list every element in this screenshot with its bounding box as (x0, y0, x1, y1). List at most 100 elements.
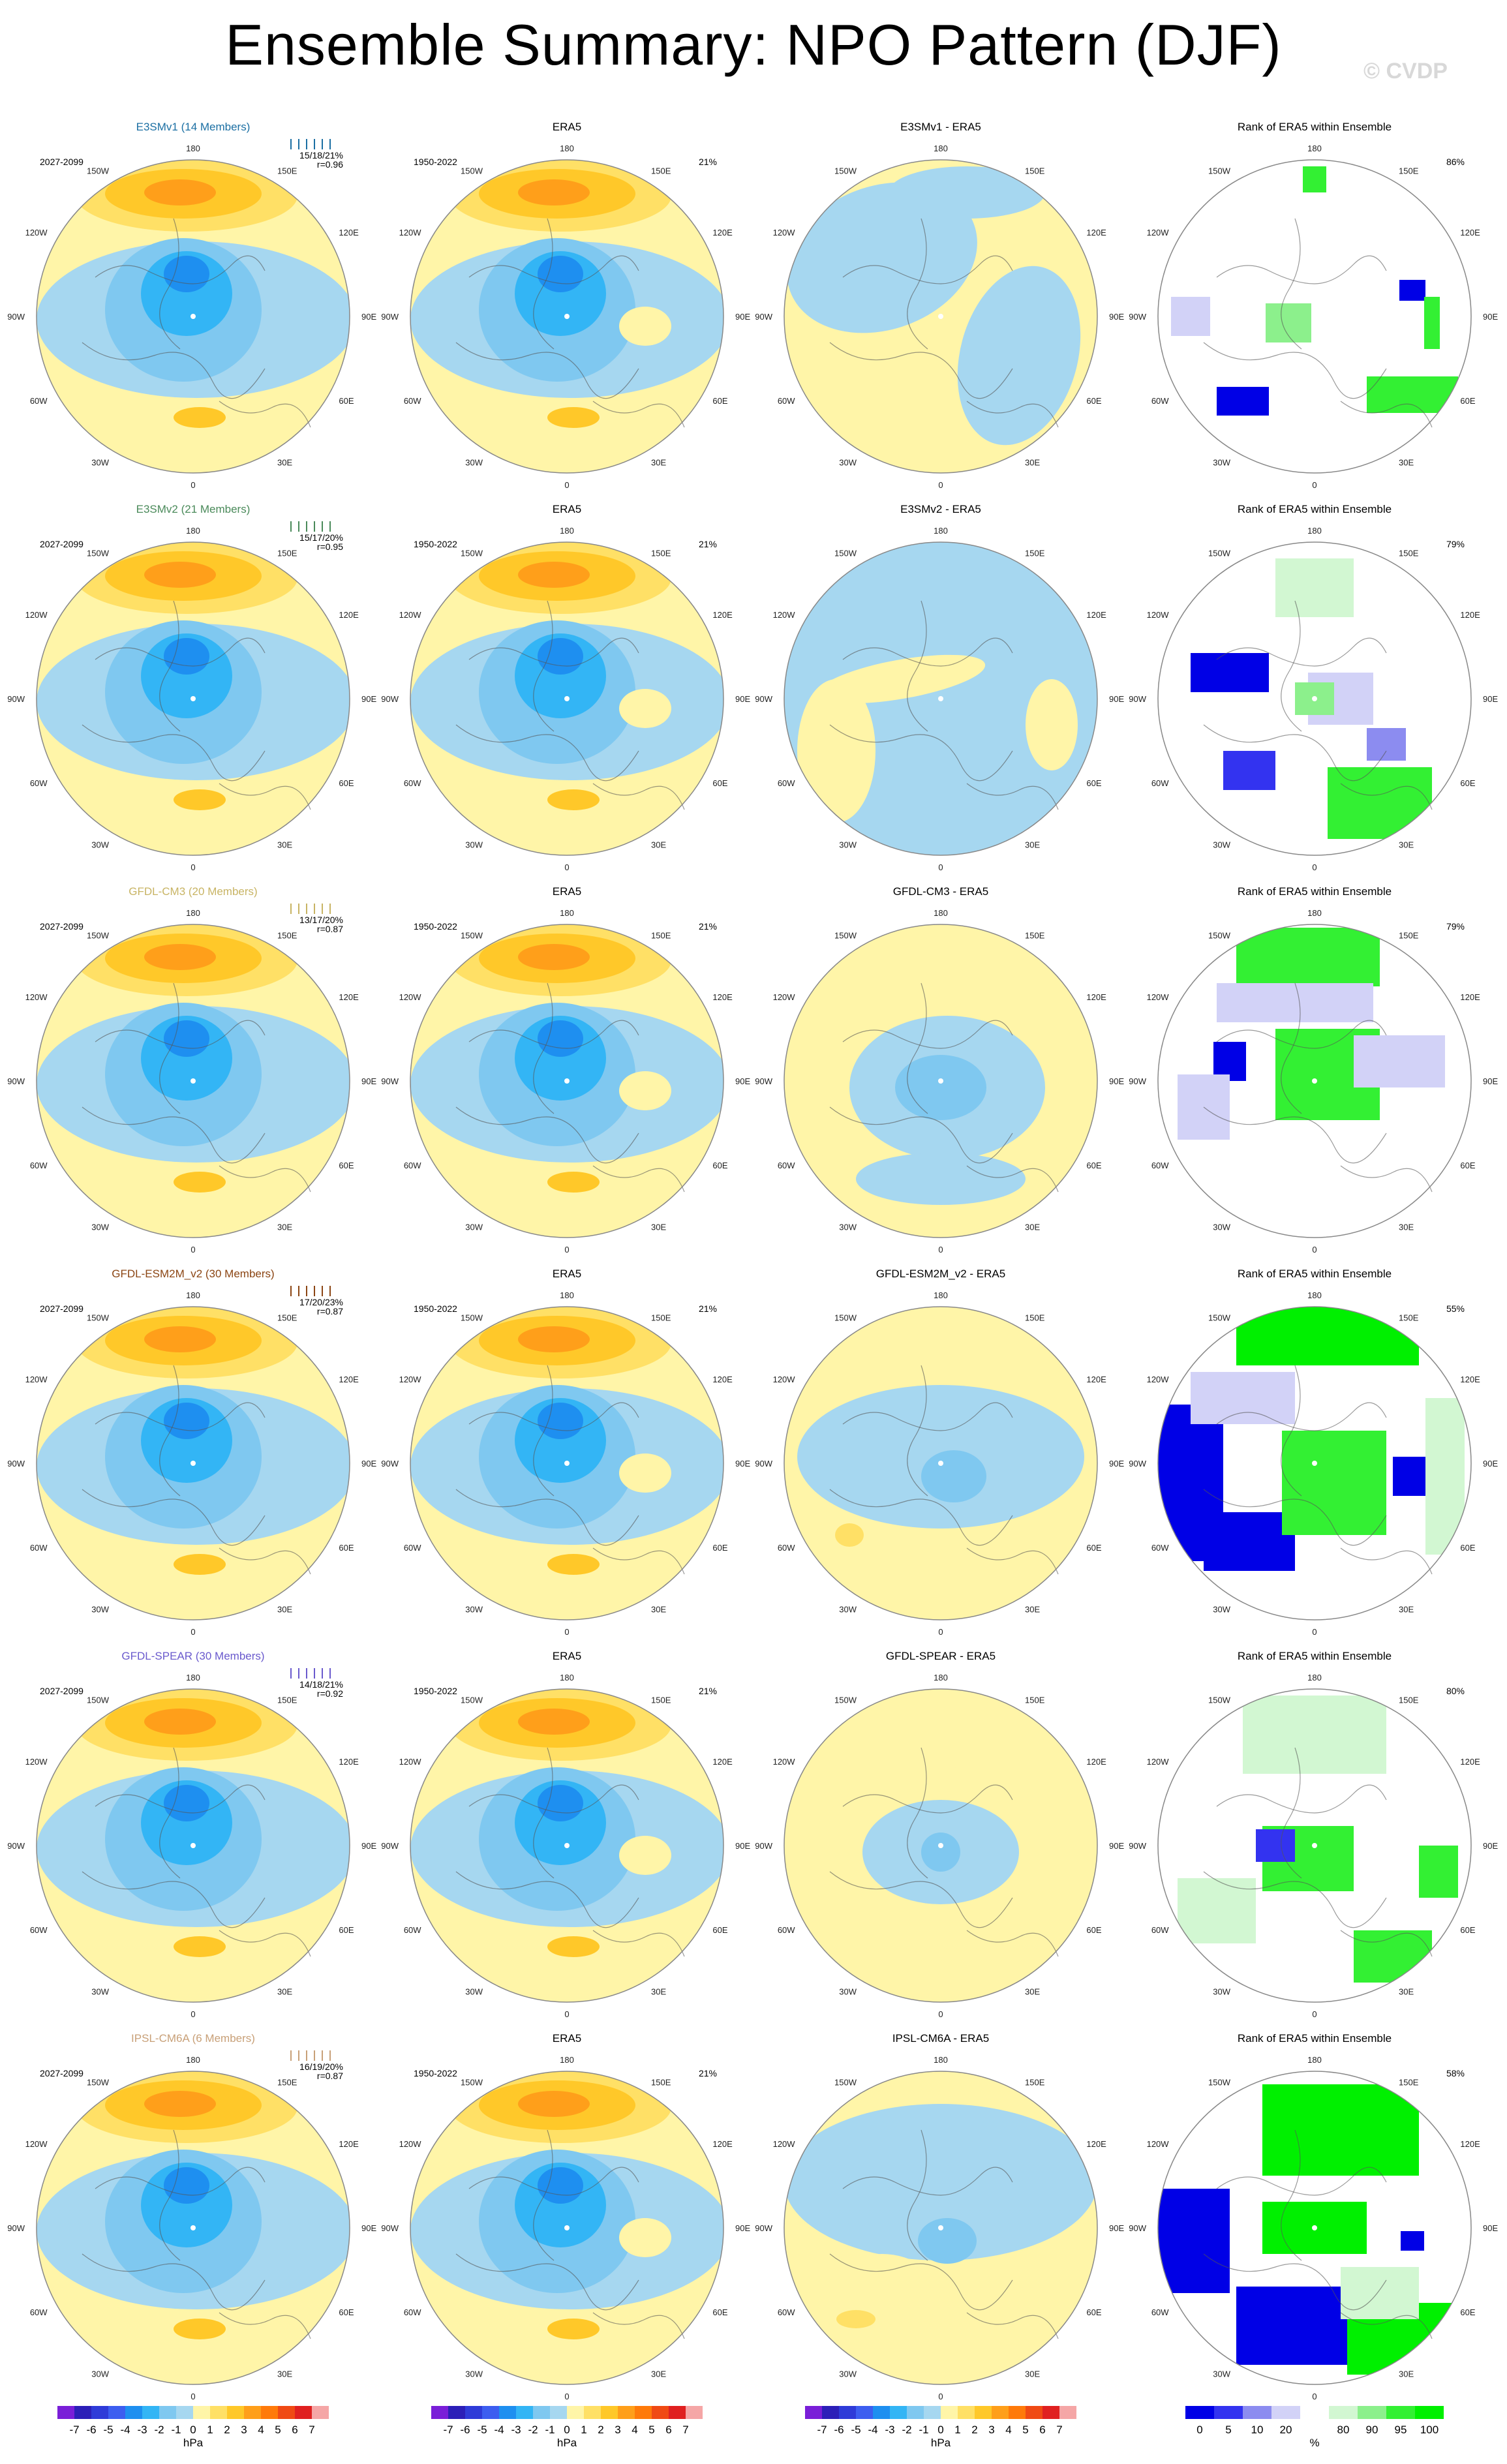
panel-title-rank: Rank of ERA5 within Ensemble (1238, 1650, 1392, 1662)
coastline (95, 1020, 266, 1049)
coastline (907, 2129, 928, 2261)
rank-percent: 55% (1446, 1303, 1465, 1314)
longitude-label: 90W (1129, 1076, 1146, 1086)
longitude-label: 120W (1147, 1757, 1170, 1767)
map-panel: 180 150E 120E 90E 60E 30E 0 30W 60W 90W 120W 150W (755, 2055, 1124, 2401)
negative-anomaly (538, 638, 583, 675)
longitude-label: 30E (1025, 1222, 1040, 1232)
pattern-correlation: r=0.87 (317, 1306, 343, 1316)
longitude-label: 60E (1460, 778, 1475, 788)
map-panel: 180 150E 120E 90E 60E 30E 0 30W 60W 90W 120W 150W (381, 1673, 750, 2019)
rank-cell (1191, 653, 1269, 692)
negative-anomaly (918, 2218, 977, 2264)
longitude-label: 0 (1312, 1245, 1317, 1255)
longitude-label: 0 (938, 862, 943, 872)
map-panel: 180 150E 120E 90E 60E 30E 0 30W 60W 90W 120W 150W (7, 1290, 376, 1637)
longitude-label: 60E (712, 1543, 727, 1553)
longitude-label: 0 (1312, 1627, 1317, 1637)
map-border (784, 159, 1098, 474)
colorbar-tick: 5 (275, 2424, 281, 2436)
colorbar-swatch (924, 2406, 941, 2419)
negative-anomaly (141, 1780, 232, 1865)
coastline (1216, 2167, 1387, 2196)
colorbar-unit: hPa (557, 2437, 577, 2449)
colorbar-swatch (550, 2406, 567, 2419)
period-label: 1950-2022 (414, 1303, 457, 1314)
panel-title-model: IPSL-CM6A (6 Members) (131, 2032, 255, 2045)
colorbar-tick: -4 (120, 2424, 130, 2436)
longitude-label: 30W (1213, 1222, 1230, 1232)
positive-anomaly (144, 1326, 216, 1352)
colorbar-swatch (1185, 2406, 1214, 2419)
coastline (82, 724, 266, 782)
map-border (36, 2071, 350, 2385)
rank-cell (1178, 1878, 1256, 1943)
longitude-label: 30E (1025, 2369, 1040, 2379)
positive-anomaly (619, 1836, 671, 1875)
longitude-label: 150E (1399, 2078, 1419, 2088)
colorbar-tick: -6 (834, 2424, 844, 2436)
panel-title-era5: ERA5 (553, 503, 581, 515)
map-panel: 180 150E 120E 90E 60E 30E 0 30W 60W 90W 120W 150W (381, 2055, 750, 2401)
longitude-label: 180 (186, 1290, 200, 1300)
longitude-label: 60W (1151, 1925, 1169, 1935)
longitude-label: 180 (934, 908, 948, 918)
longitude-label: 180 (1307, 526, 1322, 536)
coastline (455, 1489, 639, 1546)
negative-anomaly (164, 256, 209, 292)
longitude-label: 30E (1399, 1222, 1414, 1232)
panel-title-model: GFDL-CM3 (20 Members) (129, 885, 257, 898)
colorbar-tick: 100 (1420, 2424, 1438, 2436)
longitude-label: 150E (1399, 1696, 1419, 1705)
map-panel: 180 150E 120E 90E 60E 30E 0 30W 60W 90W 120W 150W (381, 144, 750, 490)
rank-cell (1424, 297, 1440, 349)
longitude-label: 120E (712, 1757, 733, 1767)
map-border (410, 2071, 724, 2385)
map-field (37, 1307, 350, 1575)
panel-title-era5: ERA5 (553, 1268, 581, 1280)
positive-anomaly (518, 562, 590, 588)
longitude-label: 30W (91, 1222, 109, 1232)
panel-title-difference: GFDL-CM3 - ERA5 (893, 885, 988, 898)
positive-anomaly (174, 2319, 226, 2339)
coastline (1281, 600, 1302, 732)
coastline (842, 2167, 1013, 2196)
pattern-correlation: r=0.87 (317, 2071, 343, 2081)
longitude-label: 90E (1109, 1459, 1124, 1468)
longitude-label: 60E (339, 1161, 354, 1170)
map-field (797, 1003, 1084, 1205)
coastline (829, 1106, 1013, 1164)
variance-stats: 21% (699, 539, 717, 549)
coastline (592, 1165, 685, 1193)
coastline (907, 982, 928, 1114)
map-field (410, 160, 723, 428)
longitude-label: 30W (465, 2369, 483, 2379)
coastline (1203, 1871, 1387, 1928)
longitude-label: 30W (91, 840, 109, 849)
panel-title-rank: Rank of ERA5 within Ensemble (1238, 121, 1392, 133)
north-pole-marker (190, 2225, 196, 2230)
longitude-label: 180 (1307, 1290, 1322, 1300)
longitude-label: 30E (651, 1986, 666, 1996)
panel-title-era5: ERA5 (553, 885, 581, 898)
longitude-label: 30W (1213, 840, 1230, 849)
longitude-label: 120W (399, 610, 422, 620)
coastline (468, 2167, 639, 2196)
positive-anomaly (518, 1326, 590, 1352)
map-border (410, 1306, 724, 1620)
colorbar-tick: 3 (241, 2424, 247, 2436)
longitude-label: 150E (651, 549, 671, 558)
positive-anomaly (144, 562, 216, 588)
panel-title-difference: E3SMv2 - ERA5 (900, 503, 981, 515)
longitude-label: 90E (361, 694, 376, 704)
panel-title-rank: Rank of ERA5 within Ensemble (1238, 2032, 1392, 2045)
longitude-label: 30E (651, 840, 666, 849)
colorbar-tick: 3 (988, 2424, 994, 2436)
coastline (219, 1547, 311, 1575)
map-panel: 180 150E 120E 90E 60E 30E 0 30W 60W 90W 120W 150W (7, 1673, 376, 2019)
coastline (1216, 1784, 1387, 1814)
longitude-label: 30E (1399, 2369, 1414, 2379)
rank-cell (1367, 728, 1406, 761)
longitude-label: 120W (399, 228, 422, 237)
coastline (966, 1165, 1059, 1193)
